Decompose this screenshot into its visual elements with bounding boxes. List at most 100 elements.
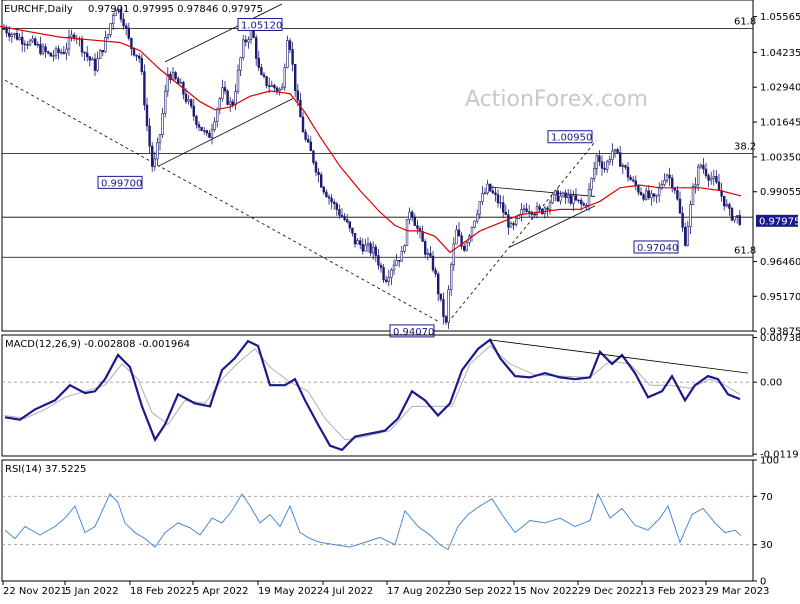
candle-body	[49, 52, 53, 57]
candle-body	[548, 202, 552, 210]
x-tick-label: 18 Feb 2022	[130, 586, 192, 597]
candle-body	[314, 162, 318, 173]
candle-body	[728, 204, 731, 209]
price-annotation-box	[237, 18, 283, 32]
trendline	[509, 205, 596, 248]
candle-body	[600, 161, 604, 169]
price-annotation-label: 1.05120	[241, 21, 282, 32]
candle-body	[18, 36, 21, 40]
candle-body	[335, 203, 338, 210]
candle-body	[267, 85, 271, 87]
candle-body	[400, 250, 403, 262]
candle-body	[8, 32, 11, 37]
candle-body	[343, 216, 346, 220]
candle-body	[491, 190, 494, 194]
candle-body	[514, 218, 518, 226]
candle-body	[494, 192, 497, 195]
candle-body	[125, 25, 128, 29]
candle-body	[512, 223, 515, 226]
candle-body	[364, 244, 367, 252]
candle-body	[624, 165, 627, 168]
candle-body	[306, 139, 310, 143]
candle-body	[187, 99, 190, 102]
candle-body	[673, 187, 677, 191]
candle-body	[585, 204, 588, 207]
candle-body	[709, 178, 713, 181]
candle-body	[332, 201, 336, 205]
candle-body	[91, 58, 94, 61]
candle-body	[631, 179, 635, 182]
candle-body	[138, 55, 141, 59]
price-tick-label: 1.00350	[760, 152, 800, 163]
candle-body	[327, 196, 331, 199]
price-annotation-box	[97, 175, 143, 189]
candle-body	[208, 132, 211, 138]
candle-body	[608, 159, 612, 163]
candle-body	[216, 108, 219, 122]
price-tick-label: 0.99055	[760, 187, 800, 198]
candle-body	[668, 174, 671, 179]
candle-body	[639, 191, 643, 196]
candle-body	[143, 71, 146, 106]
candle-body	[405, 219, 409, 247]
moving-average-line	[0, 25, 742, 254]
candle-body	[377, 255, 380, 266]
candle-body	[340, 214, 344, 217]
rsi-frame	[1, 459, 754, 582]
x-tick-label: 15 Nov 2022	[514, 586, 578, 597]
candle-body	[242, 39, 245, 59]
candle-body	[96, 58, 99, 71]
candle-body	[44, 46, 47, 53]
candle-body	[465, 241, 468, 251]
x-tick-label: 22 Nov 2021	[3, 586, 67, 597]
candle-body	[577, 199, 580, 202]
candle-body	[429, 252, 432, 257]
macd-tick-label: 0.00	[760, 378, 782, 389]
candle-body	[652, 193, 656, 197]
candle-body	[434, 269, 437, 275]
candle-body	[179, 82, 182, 84]
price-tick-label: 0.95170	[760, 292, 800, 303]
candle-body	[442, 298, 445, 317]
candle-body	[733, 216, 736, 221]
candle-body	[618, 152, 622, 167]
candle-body	[574, 195, 578, 201]
candle-body	[694, 184, 697, 187]
candle-body	[67, 36, 71, 50]
candle-body	[481, 193, 484, 203]
candle-body	[197, 124, 201, 128]
macd-frame	[1, 334, 754, 457]
candle-body	[564, 192, 567, 199]
candle-body	[561, 192, 565, 197]
macd-line	[4, 338, 741, 452]
candle-body	[478, 201, 481, 215]
candle-body	[712, 176, 716, 179]
x-tick-label: 29 Mar 2023	[706, 586, 769, 597]
candle-body	[704, 168, 708, 176]
candle-body	[288, 40, 292, 50]
candle-body	[205, 130, 208, 134]
chart-title: EURCHF,Daily	[4, 4, 73, 15]
candle-body	[681, 212, 684, 228]
candle-body	[595, 155, 599, 169]
candle-body	[426, 252, 429, 255]
last-price-label: 0.97975	[759, 216, 800, 227]
candle-body	[566, 195, 570, 199]
price-tick-label: 1.01645	[760, 118, 800, 129]
candle-body	[109, 23, 112, 35]
candle-body	[140, 57, 143, 72]
candle-body	[52, 55, 55, 57]
candle-body	[431, 255, 435, 271]
candle-body	[509, 223, 513, 228]
macd-trendline	[489, 339, 749, 374]
candle-body	[203, 130, 206, 132]
candle-body	[5, 28, 8, 34]
rsi-tick-label: 70	[760, 492, 773, 503]
trendline	[164, 3, 283, 63]
candle-body	[569, 195, 573, 204]
candle-body	[533, 213, 536, 216]
watermark: ActionForex.com	[465, 87, 648, 112]
price-tick-label: 0.96460	[760, 257, 800, 268]
candle-body	[312, 150, 315, 163]
